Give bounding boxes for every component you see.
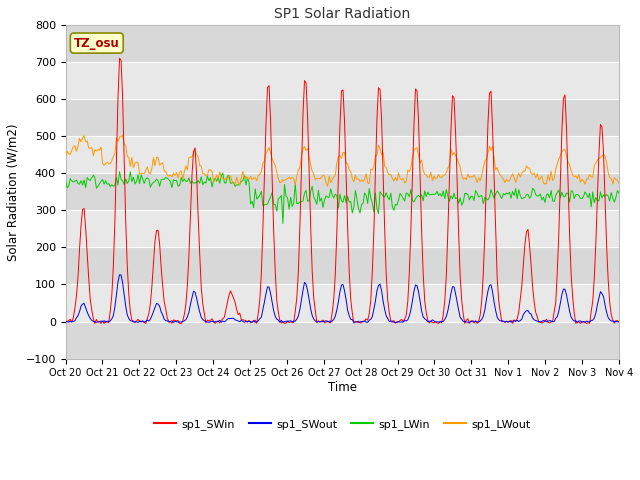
sp1_LWin [131,181,139,187]
sp1_SWin [61,318,69,324]
sp1_LWout [588,174,595,180]
sp1_SWout [116,272,124,277]
Title: SP1 Solar Radiation: SP1 Solar Radiation [274,7,410,21]
sp1_SWout [61,319,69,325]
Bar [65,285,619,322]
sp1_LWout [131,160,139,166]
Bar [65,173,619,210]
sp1_SWin [116,55,124,61]
sp1_SWout [93,320,100,325]
sp1_LWin [246,201,254,207]
sp1_LWin [228,180,236,186]
sp1_SWout [230,315,237,321]
sp1_SWin [132,318,140,324]
sp1_LWout [615,180,623,186]
sp1_SWout [257,314,265,320]
sp1_LWin [279,221,287,227]
Text: TZ_osu: TZ_osu [74,36,120,49]
Line: sp1_LWout: sp1_LWout [65,135,619,186]
X-axis label: Time: Time [328,381,356,394]
sp1_LWin [307,189,314,194]
sp1_LWout [324,183,332,189]
Line: sp1_SWout: sp1_SWout [65,275,619,323]
sp1_SWout [307,306,314,312]
Y-axis label: Solar Radiation (W/m2): Solar Radiation (W/m2) [7,123,20,261]
Bar [65,210,619,247]
Legend: sp1_SWin, sp1_SWout, sp1_LWin, sp1_LWout: sp1_SWin, sp1_SWout, sp1_LWin, sp1_LWout [150,414,535,434]
Bar [65,247,619,285]
Bar [65,99,619,136]
sp1_SWin [615,319,623,325]
Bar [65,62,619,99]
sp1_SWin [307,224,314,229]
sp1_SWin [257,271,265,276]
Bar [65,136,619,173]
sp1_LWout [256,171,264,177]
sp1_LWout [61,153,69,159]
sp1_LWout [246,173,254,179]
Line: sp1_SWin: sp1_SWin [65,58,619,324]
sp1_LWin [615,190,623,196]
Bar [65,25,619,62]
sp1_LWout [119,132,127,138]
sp1_SWin [91,321,99,326]
sp1_SWin [230,295,237,301]
sp1_LWin [256,192,264,198]
sp1_LWin [116,169,124,175]
sp1_SWin [588,309,595,314]
sp1_LWin [61,178,69,183]
sp1_SWin [248,319,256,324]
sp1_SWout [588,318,595,324]
sp1_LWout [305,155,313,160]
sp1_LWin [588,204,595,210]
sp1_SWout [615,319,623,324]
Bar [65,322,619,359]
sp1_SWout [132,319,140,324]
Line: sp1_LWin: sp1_LWin [65,172,619,224]
sp1_LWout [228,178,236,184]
sp1_SWout [248,319,256,325]
